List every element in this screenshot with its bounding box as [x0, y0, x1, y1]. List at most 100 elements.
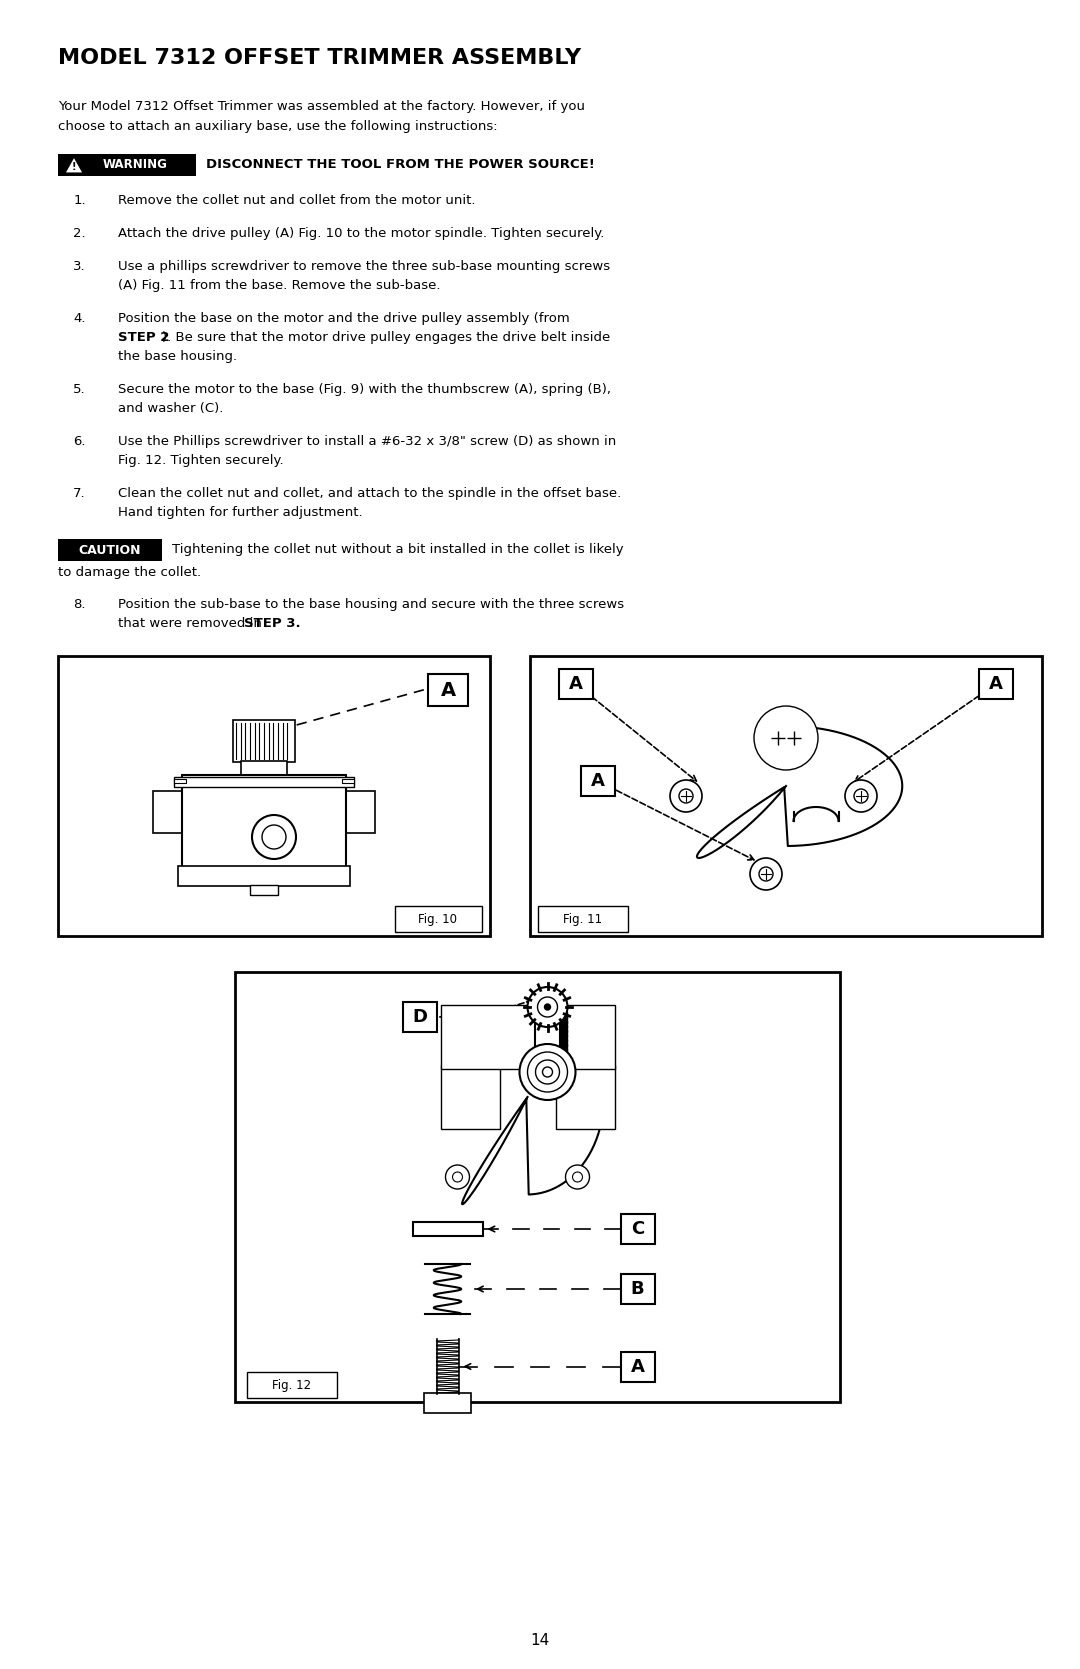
FancyBboxPatch shape — [174, 778, 354, 788]
Text: Remove the collet nut and collet from the motor unit.: Remove the collet nut and collet from th… — [118, 194, 475, 207]
FancyBboxPatch shape — [561, 1058, 567, 1063]
Circle shape — [527, 1051, 567, 1092]
FancyBboxPatch shape — [233, 719, 295, 763]
FancyBboxPatch shape — [561, 1011, 567, 1018]
FancyBboxPatch shape — [235, 971, 840, 1402]
Circle shape — [759, 866, 773, 881]
FancyBboxPatch shape — [621, 1213, 654, 1243]
Text: 2.: 2. — [73, 227, 86, 240]
FancyBboxPatch shape — [559, 669, 593, 699]
Text: WARNING: WARNING — [103, 159, 167, 172]
Text: 8.: 8. — [73, 598, 86, 611]
Circle shape — [778, 729, 794, 746]
FancyBboxPatch shape — [343, 791, 375, 833]
Text: Position the sub-base to the base housing and secure with the three screws: Position the sub-base to the base housin… — [118, 598, 624, 611]
Circle shape — [252, 814, 296, 860]
Circle shape — [519, 1045, 576, 1100]
Circle shape — [566, 1165, 590, 1188]
Circle shape — [536, 1060, 559, 1083]
Text: Use a phillips screwdriver to remove the three sub-base mounting screws: Use a phillips screwdriver to remove the… — [118, 260, 610, 274]
Text: STEP 3.: STEP 3. — [244, 618, 300, 629]
FancyBboxPatch shape — [561, 1030, 567, 1036]
Circle shape — [542, 1066, 553, 1077]
Text: C: C — [631, 1220, 644, 1238]
Text: ). Be sure that the motor drive pulley engages the drive belt inside: ). Be sure that the motor drive pulley e… — [162, 330, 610, 344]
Text: !: ! — [71, 162, 77, 172]
Polygon shape — [65, 157, 83, 174]
Text: to damage the collet.: to damage the collet. — [58, 566, 201, 579]
Text: 5.: 5. — [73, 382, 86, 396]
Text: A: A — [591, 773, 605, 789]
FancyBboxPatch shape — [395, 906, 482, 931]
Circle shape — [670, 779, 702, 813]
FancyBboxPatch shape — [561, 1035, 567, 1041]
FancyBboxPatch shape — [621, 1273, 654, 1303]
FancyBboxPatch shape — [58, 656, 490, 936]
Text: Clean the collet nut and collet, and attach to the spindle in the offset base.: Clean the collet nut and collet, and att… — [118, 487, 621, 501]
Text: 14: 14 — [530, 1632, 550, 1647]
Text: A: A — [441, 681, 456, 699]
Text: and washer (C).: and washer (C). — [118, 402, 224, 416]
Text: CAUTION: CAUTION — [79, 544, 141, 556]
Circle shape — [527, 986, 567, 1026]
Text: (A) Fig. 11 from the base. Remove the sub-base.: (A) Fig. 11 from the base. Remove the su… — [118, 279, 441, 292]
FancyBboxPatch shape — [413, 1222, 483, 1237]
Text: choose to attach an auxiliary base, use the following instructions:: choose to attach an auxiliary base, use … — [58, 120, 498, 134]
Circle shape — [845, 779, 877, 813]
Circle shape — [762, 714, 810, 763]
FancyBboxPatch shape — [561, 1026, 567, 1031]
FancyBboxPatch shape — [241, 761, 287, 778]
Text: Position the base on the motor and the drive pulley assembly (from: Position the base on the motor and the d… — [118, 312, 570, 325]
FancyBboxPatch shape — [538, 906, 627, 931]
Text: the base housing.: the base housing. — [118, 350, 238, 362]
FancyBboxPatch shape — [249, 885, 278, 895]
FancyBboxPatch shape — [178, 866, 350, 886]
FancyBboxPatch shape — [555, 1065, 615, 1128]
FancyBboxPatch shape — [530, 656, 1042, 936]
FancyBboxPatch shape — [561, 1053, 567, 1060]
FancyBboxPatch shape — [174, 779, 186, 783]
Text: STEP 2: STEP 2 — [118, 330, 170, 344]
Circle shape — [538, 996, 557, 1016]
Circle shape — [783, 734, 789, 741]
Circle shape — [262, 824, 286, 850]
Text: Secure the motor to the base (Fig. 9) with the thumbscrew (A), spring (B),: Secure the motor to the base (Fig. 9) wi… — [118, 382, 611, 396]
Circle shape — [750, 858, 782, 890]
FancyBboxPatch shape — [441, 1005, 615, 1070]
FancyBboxPatch shape — [342, 779, 354, 783]
Text: A: A — [569, 674, 583, 693]
Text: A: A — [989, 674, 1003, 693]
Text: 7.: 7. — [73, 487, 86, 501]
FancyBboxPatch shape — [561, 1016, 567, 1023]
Circle shape — [770, 723, 802, 754]
Circle shape — [679, 789, 693, 803]
Circle shape — [754, 706, 818, 769]
FancyBboxPatch shape — [561, 1063, 567, 1068]
Text: A: A — [631, 1357, 645, 1375]
FancyBboxPatch shape — [153, 791, 185, 833]
Text: 6.: 6. — [73, 436, 86, 447]
FancyBboxPatch shape — [428, 674, 468, 706]
Text: B: B — [631, 1280, 645, 1298]
Text: Fig. 10: Fig. 10 — [419, 913, 458, 926]
FancyBboxPatch shape — [561, 1040, 567, 1045]
Text: Fig. 12: Fig. 12 — [272, 1379, 311, 1392]
FancyBboxPatch shape — [561, 1048, 567, 1055]
FancyBboxPatch shape — [581, 766, 615, 796]
Text: Fig. 11: Fig. 11 — [564, 913, 603, 926]
Circle shape — [572, 1172, 582, 1182]
Circle shape — [453, 1172, 462, 1182]
FancyBboxPatch shape — [247, 1372, 337, 1399]
Text: Tightening the collet nut without a bit installed in the collet is likely: Tightening the collet nut without a bit … — [172, 544, 623, 556]
FancyBboxPatch shape — [561, 1045, 567, 1050]
Text: 4.: 4. — [73, 312, 86, 325]
Text: Your Model 7312 Offset Trimmer was assembled at the factory. However, if you: Your Model 7312 Offset Trimmer was assem… — [58, 100, 585, 113]
FancyBboxPatch shape — [424, 1394, 471, 1414]
Text: 1.: 1. — [73, 194, 86, 207]
FancyBboxPatch shape — [621, 1352, 654, 1382]
FancyBboxPatch shape — [403, 1001, 437, 1031]
Circle shape — [854, 789, 868, 803]
FancyBboxPatch shape — [978, 669, 1013, 699]
Text: DISCONNECT THE TOOL FROM THE POWER SOURCE!: DISCONNECT THE TOOL FROM THE POWER SOURC… — [206, 159, 595, 172]
Circle shape — [544, 1005, 551, 1010]
